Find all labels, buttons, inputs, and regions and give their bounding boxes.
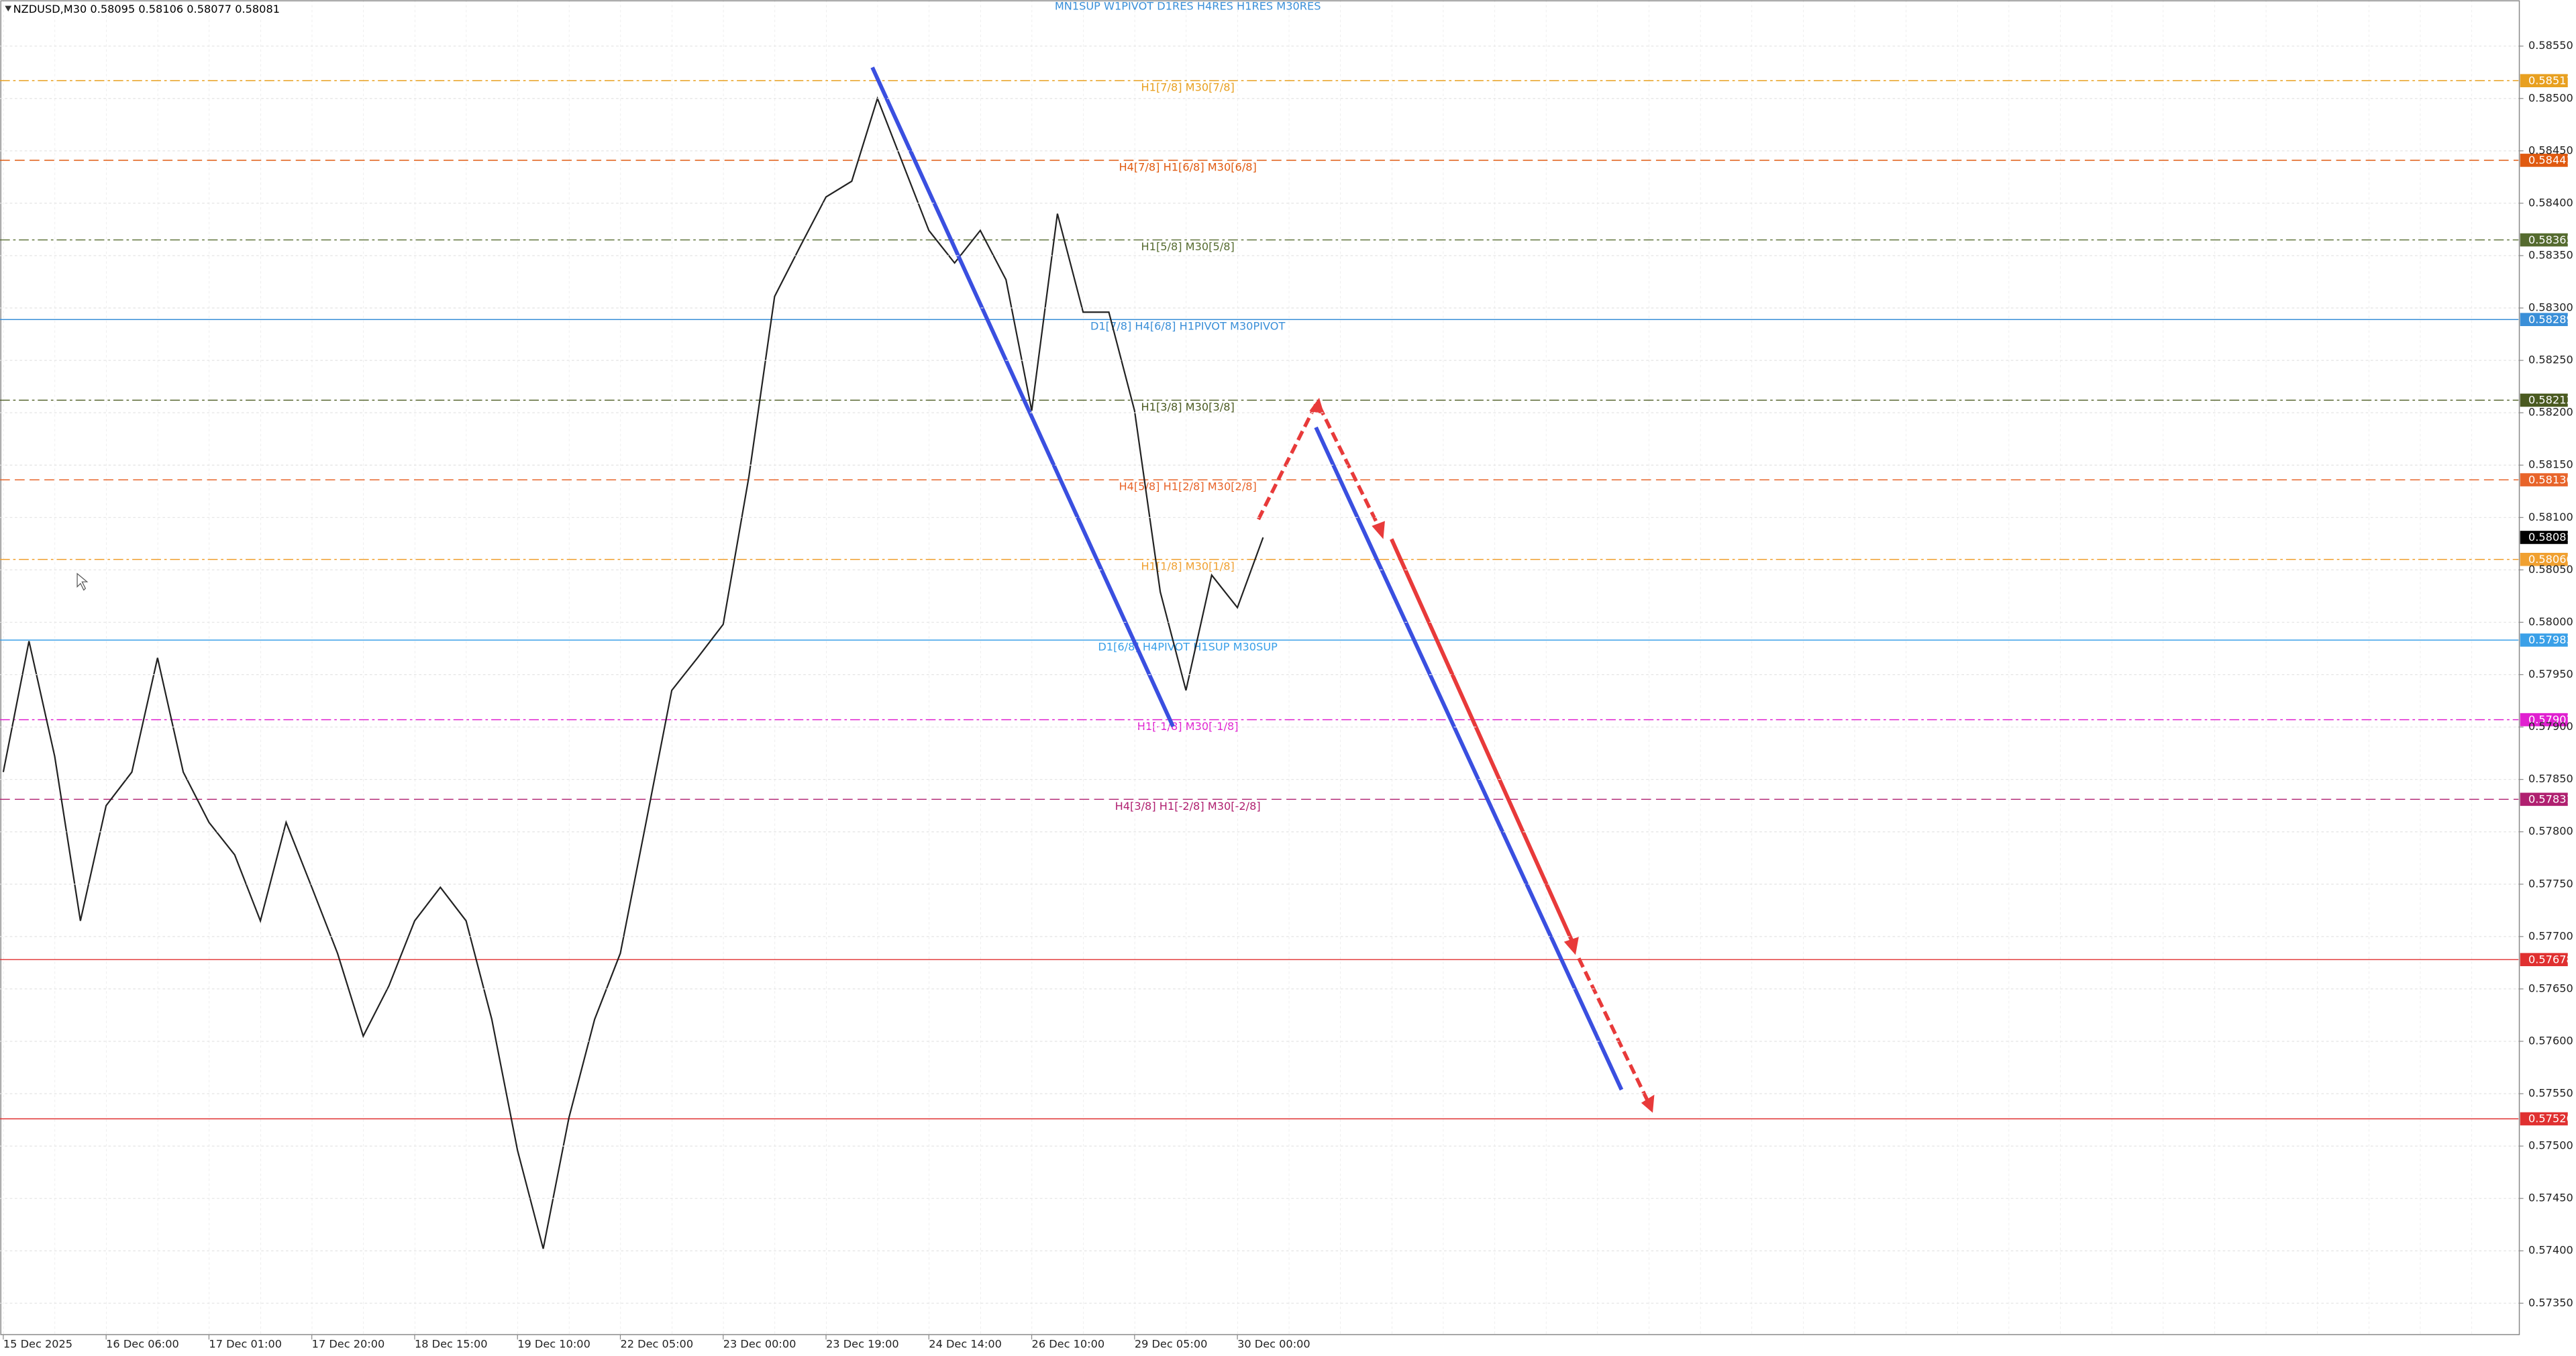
price-line (2, 96, 1264, 1249)
y-tick-label: 0.58250 (2528, 354, 2573, 366)
level-price-label: 0.57678 (2528, 953, 2573, 966)
forecast-arrow (1577, 957, 1651, 1106)
y-tick-label: 0.57400 (2528, 1244, 2573, 1257)
arrow-head (1372, 521, 1385, 539)
level-price-label: 0.57907 (2528, 713, 2573, 726)
y-tick-label: 0.57350 (2528, 1296, 2573, 1309)
x-tick-label: 16 Dec 06:00 (106, 1337, 179, 1350)
trend-line (870, 66, 1175, 727)
last-price-label: 0.58081 (2528, 531, 2573, 543)
x-tick-label: 23 Dec 19:00 (826, 1337, 899, 1350)
x-tick-label: 30 Dec 00:00 (1237, 1337, 1310, 1350)
x-tick-label: 17 Dec 01:00 (209, 1337, 282, 1350)
forecast-arrow (1317, 405, 1382, 530)
y-tick-label: 0.57550 (2528, 1087, 2573, 1100)
level-text: D1[6/8] H4PIVOT H1SUP M30SUP (1098, 641, 1278, 654)
x-tick-label: 24 Dec 14:00 (929, 1337, 1002, 1350)
y-tick-label: 0.57450 (2528, 1192, 2573, 1204)
level-price-box (2520, 473, 2568, 486)
level-text: H1[5/8] M30[5/8] (1141, 240, 1235, 253)
menu-arrow[interactable] (5, 5, 12, 12)
x-tick-label: 17 Dec 20:00 (312, 1337, 385, 1350)
level-price-box (2520, 393, 2568, 407)
level-price-label: 0.58517 (2528, 74, 2573, 87)
y-tick-label: 0.58350 (2528, 248, 2573, 261)
level-price-box (2520, 313, 2568, 327)
y-tick-label: 0.58400 (2528, 196, 2573, 209)
level-text: H1[-1/8] M30[-1/8] (1137, 720, 1239, 733)
arrow-head (1641, 1094, 1655, 1113)
level-price-label: 0.58060 (2528, 553, 2573, 566)
y-tick-label: 0.57750 (2528, 877, 2573, 890)
level-text: H4[5/8] H1[2/8] M30[2/8] (1119, 480, 1256, 493)
x-tick-label: 23 Dec 00:00 (723, 1337, 796, 1350)
level-price-label: 0.58136 (2528, 473, 2573, 486)
level-price-label: 0.58441 (2528, 154, 2573, 166)
y-tick-label: 0.57500 (2528, 1139, 2573, 1152)
level-price-box (2520, 552, 2568, 566)
last-price-box (2520, 531, 2568, 544)
chart-title: NZDUSD,M30 0.58095 0.58106 0.58077 0.580… (13, 3, 280, 15)
vertical-grid (0, 0, 2519, 1335)
y-tick-label: 0.57850 (2528, 772, 2573, 785)
level-price-box (2520, 154, 2568, 167)
y-tick-label: 0.58000 (2528, 615, 2573, 628)
level-price-label: 0.58212 (2528, 394, 2573, 407)
forecast-arrow (1257, 403, 1318, 521)
y-tick-label: 0.58300 (2528, 301, 2573, 314)
level-text: H1[1/8] M30[1/8] (1141, 560, 1235, 572)
y-tick-label: 0.57650 (2528, 982, 2573, 994)
level-text: D1[7/8] H4[6/8] H1PIVOT M30PIVOT (1090, 320, 1285, 333)
y-tick-label: 0.58450 (2528, 144, 2573, 156)
y-tick-label: 0.58100 (2528, 511, 2573, 523)
plot-frame (0, 0, 2520, 1335)
level-price-box (2520, 792, 2568, 806)
y-tick-label: 0.58200 (2528, 406, 2573, 419)
level-text: H1[3/8] M30[3/8] (1141, 401, 1235, 413)
x-tick-label: 15 Dec 2025 (3, 1337, 72, 1350)
trend-line (1314, 426, 1624, 1091)
level-price-label: 0.57983 (2528, 633, 2573, 646)
chart-subtitle: MN1SUP W1PIVOT D1RES H4RES H1RES M30RES (1055, 0, 1321, 12)
y-tick-label: 0.57800 (2528, 825, 2573, 837)
level-text: H4[3/8] H1[-2/8] M30[-2/8] (1115, 800, 1261, 813)
level-text: H4[7/8] H1[6/8] M30[6/8] (1119, 160, 1256, 173)
y-tick-label: 0.57950 (2528, 668, 2573, 680)
y-tick-label: 0.57600 (2528, 1034, 2573, 1047)
level-price-box (2520, 1112, 2568, 1126)
level-price-box (2520, 953, 2568, 966)
drawings (870, 66, 1655, 1113)
x-tick-label: 29 Dec 05:00 (1135, 1337, 1208, 1350)
level-price-box (2520, 74, 2568, 88)
y-tick-label: 0.58150 (2528, 458, 2573, 471)
y-tick-label: 0.58500 (2528, 91, 2573, 104)
y-tick-label: 0.57700 (2528, 929, 2573, 942)
x-tick-label: 19 Dec 10:00 (517, 1337, 590, 1350)
level-price-label: 0.58365 (2528, 233, 2573, 246)
x-tick-label: 22 Dec 05:00 (620, 1337, 693, 1350)
level-price-label: 0.57831 (2528, 793, 2573, 806)
level-price-box (2520, 633, 2568, 647)
level-price-box (2520, 713, 2568, 727)
level-price-label: 0.57526 (2528, 1112, 2573, 1125)
level-price-box (2520, 233, 2568, 247)
arrow-head (1563, 937, 1579, 955)
y-tick-label: 0.57900 (2528, 720, 2573, 733)
y-tick-label: 0.58050 (2528, 563, 2573, 576)
forecast-arrow (1390, 538, 1576, 946)
y-tick-label: 0.58550 (2528, 39, 2573, 52)
level-text: H1[7/8] M30[7/8] (1141, 81, 1235, 94)
mouse-cursor (76, 572, 89, 591)
level-price-label: 0.58289 (2528, 313, 2573, 325)
x-tick-label: 18 Dec 15:00 (415, 1337, 488, 1350)
x-tick-label: 26 Dec 10:00 (1032, 1337, 1105, 1350)
